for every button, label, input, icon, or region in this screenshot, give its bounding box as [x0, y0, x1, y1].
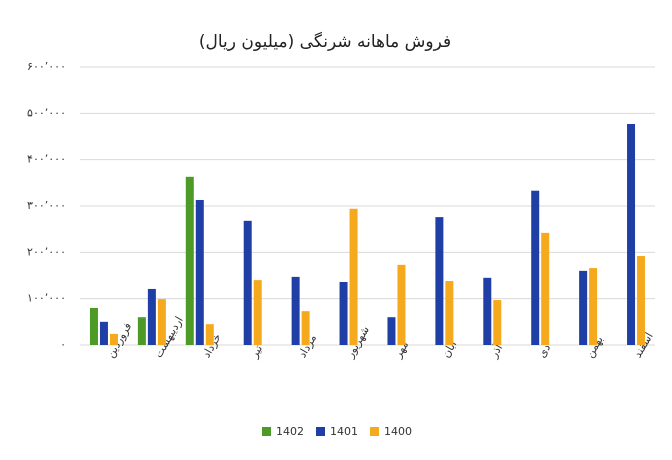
bar	[445, 281, 454, 345]
bar	[435, 217, 444, 345]
bar	[387, 317, 396, 345]
x-tick-label: تیر	[247, 343, 265, 361]
bar	[627, 123, 636, 346]
bar	[195, 199, 204, 345]
bar	[147, 288, 156, 345]
bar	[397, 264, 406, 345]
legend-label: 1402	[276, 425, 304, 438]
y-tick-label: ۴۰۰٬۰۰۰	[27, 153, 66, 166]
x-tick-label: دی	[535, 342, 553, 360]
legend-label: 1401	[330, 425, 358, 438]
bar	[89, 307, 98, 345]
bar	[541, 232, 550, 345]
bar	[243, 220, 252, 345]
bar	[589, 268, 598, 345]
y-tick-label: ۲۰۰٬۰۰۰	[27, 245, 66, 258]
legend-swatch	[316, 427, 325, 436]
bar	[137, 317, 146, 345]
bar	[579, 270, 588, 345]
y-tick-label: ۱۰۰٬۰۰۰	[27, 292, 66, 305]
bar	[301, 311, 310, 345]
y-tick-label: ۳۰۰٬۰۰۰	[27, 199, 66, 212]
bar	[291, 276, 300, 345]
bar	[205, 324, 214, 345]
legend-swatch	[370, 427, 379, 436]
y-tick-label: ۰	[60, 338, 66, 351]
y-tick-label: ۵۰۰٬۰۰۰	[27, 106, 66, 119]
bar	[493, 300, 502, 345]
bar	[185, 176, 194, 345]
bar	[483, 277, 492, 345]
bar	[109, 333, 118, 345]
bar	[637, 256, 646, 345]
bar	[157, 299, 166, 345]
bar	[253, 280, 262, 345]
chart-title: فروش ماهانه شرنگی (میلیون ریال)	[199, 31, 451, 52]
bar	[531, 190, 540, 345]
bar	[349, 208, 358, 345]
bar	[99, 321, 108, 345]
bar	[339, 281, 348, 345]
legend-swatch	[262, 427, 271, 436]
y-tick-label: ۶۰۰٬۰۰۰	[27, 60, 66, 73]
legend-label: 1400	[384, 425, 412, 438]
